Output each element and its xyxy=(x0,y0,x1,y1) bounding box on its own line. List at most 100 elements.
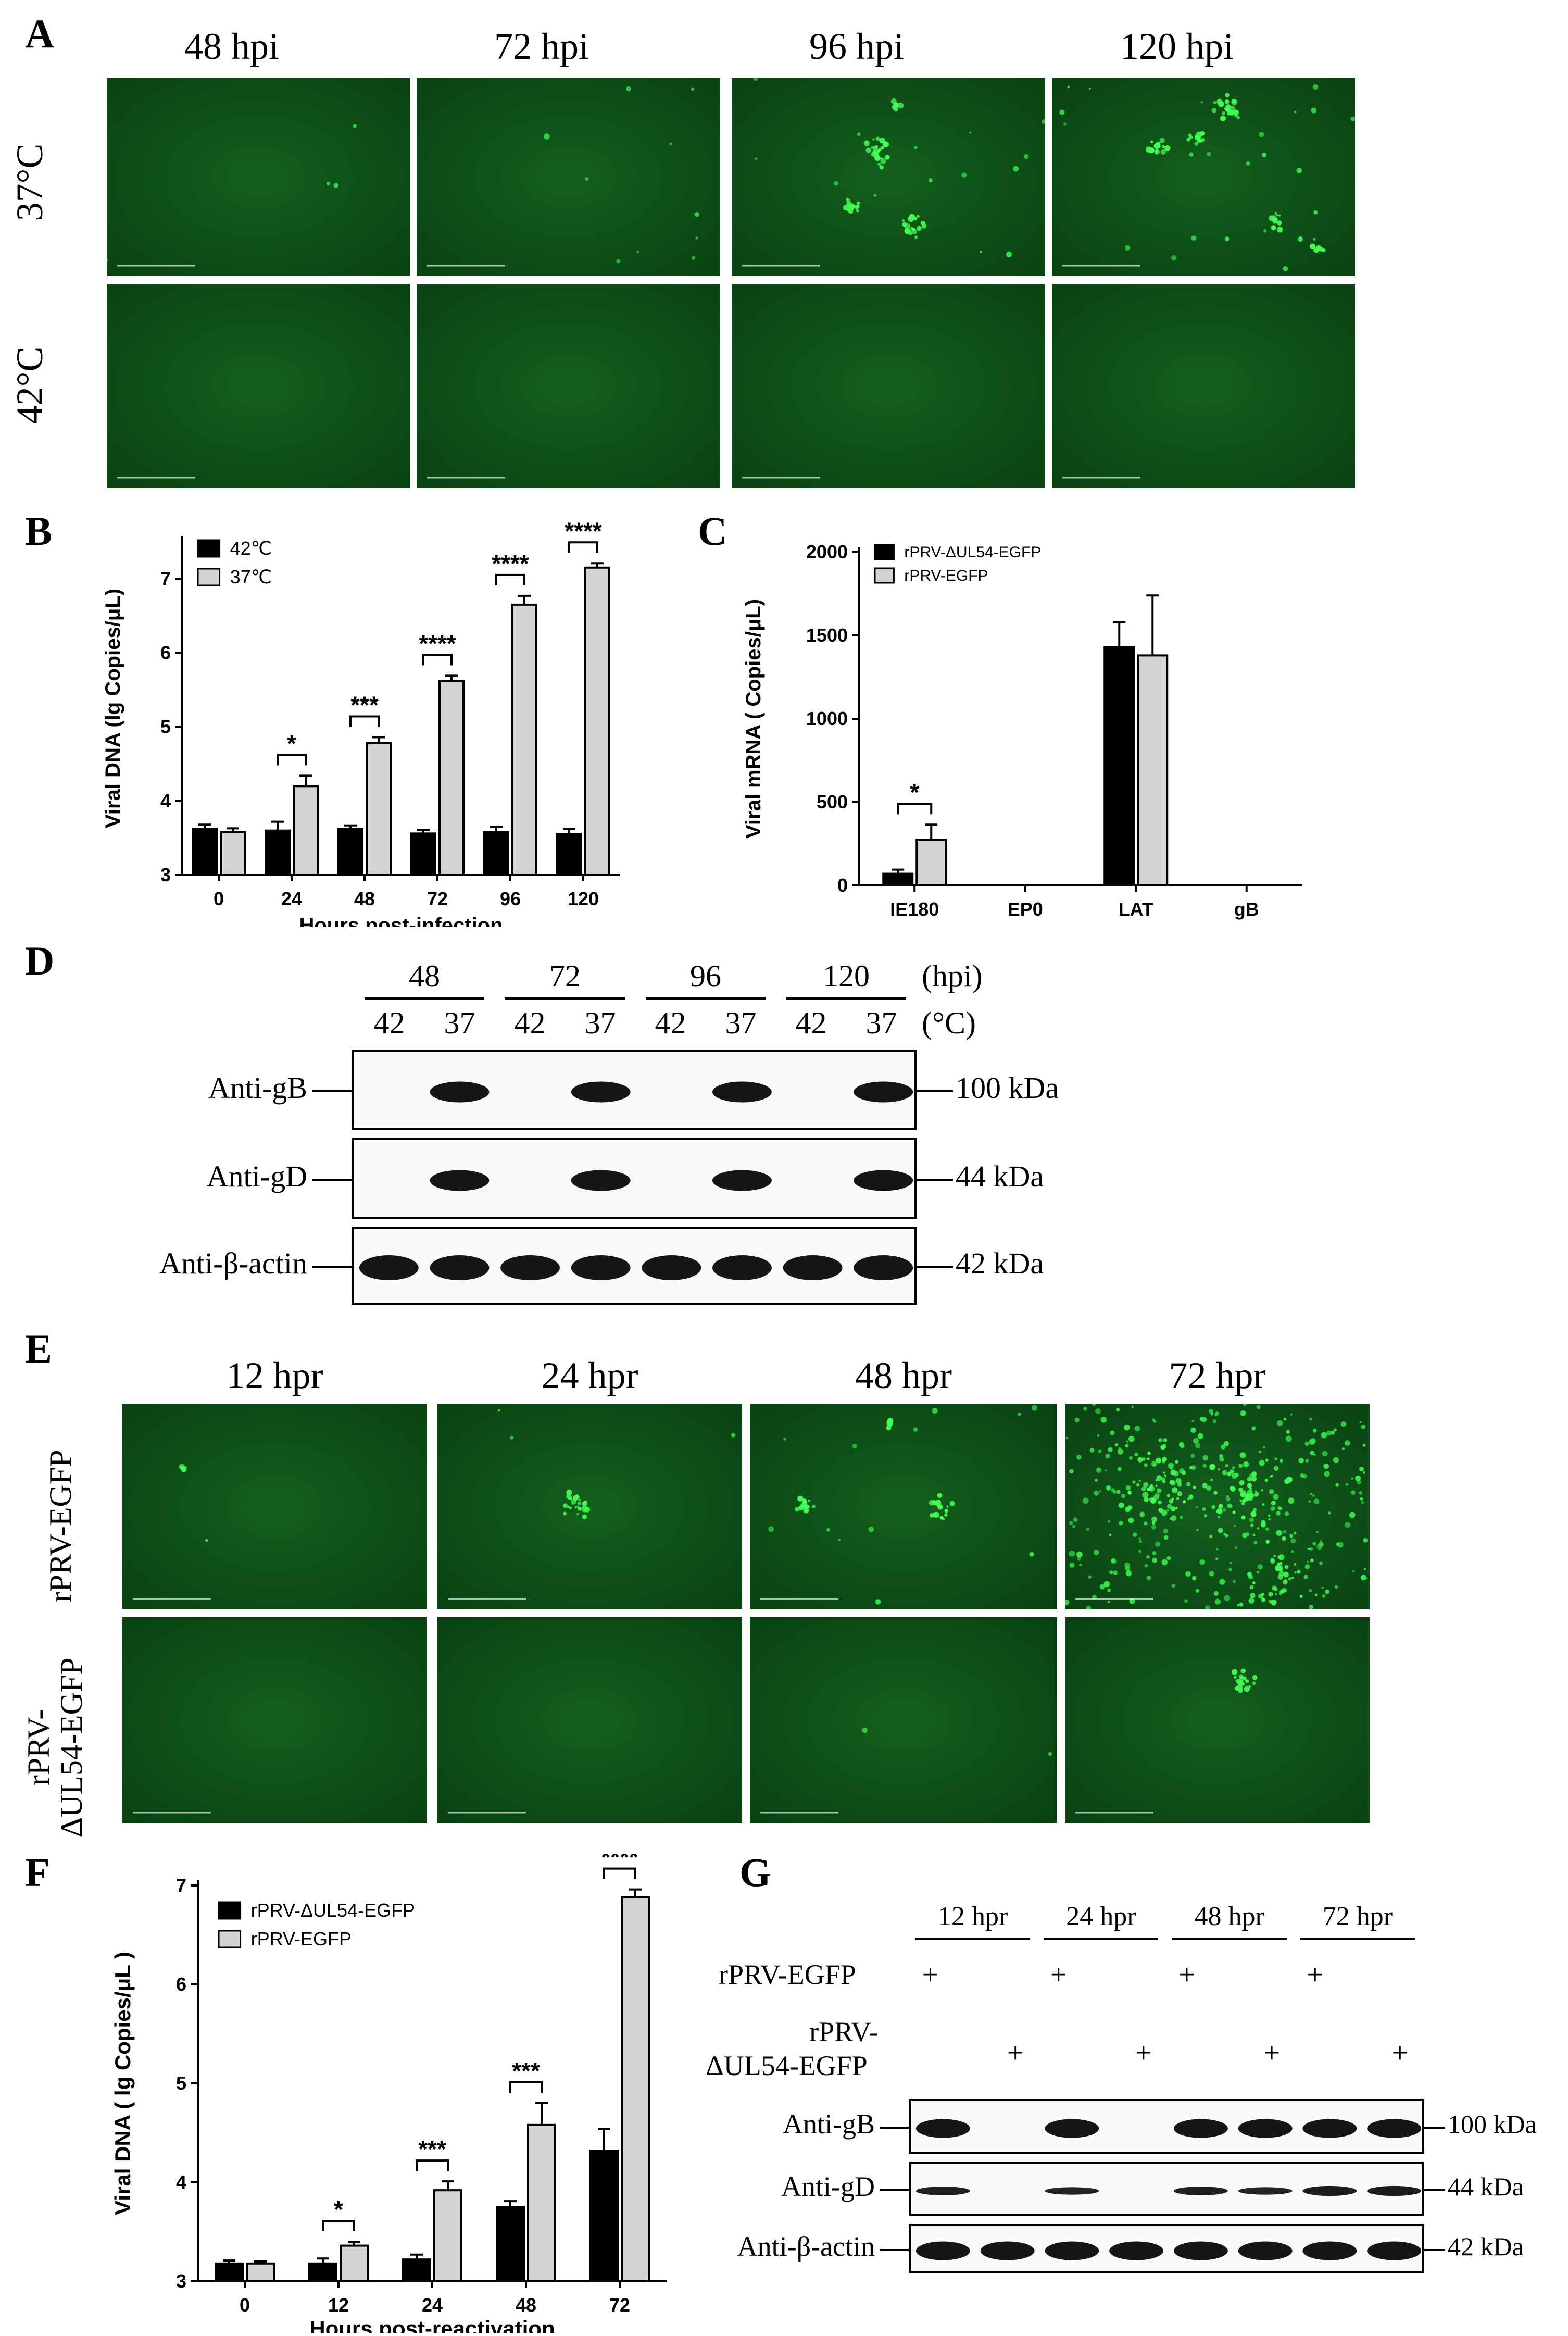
panel-e-image-egfp-3-spot xyxy=(1310,1547,1313,1551)
panel-a-image-37-2-cluster-dot xyxy=(856,201,860,205)
panel-e-row-egfp: rPRV-EGFP xyxy=(43,1450,78,1603)
panel-a-image-37-3-spot xyxy=(1350,116,1355,121)
panel-e-image-egfp-3-spot xyxy=(1185,1571,1191,1577)
panel-e-image-egfp-3-spot xyxy=(1151,1525,1156,1530)
panel-a-image-37-3-spot xyxy=(1200,101,1203,104)
panel-e-image-egfp-3-cluster-dot xyxy=(1241,1502,1245,1505)
panel-e-image-egfp-3-cluster-dot xyxy=(1235,1472,1239,1477)
panel-e-image-egfp-3-spot xyxy=(1125,1570,1132,1577)
panel-a-image-37-3-cluster-dot xyxy=(1151,150,1153,153)
bar-a xyxy=(496,2206,525,2282)
panel-e-image-egfp-3-spot xyxy=(1225,1497,1231,1502)
panel-g-plus-sign: + xyxy=(1135,2037,1152,2069)
panel-d-size-tick xyxy=(917,1266,953,1268)
panel-e-image-egfp-3-spot xyxy=(1128,1517,1134,1523)
panel-e-image-egfp-2-spot xyxy=(875,1599,881,1605)
panel-e-image-egfp-3-spot xyxy=(1100,1416,1107,1423)
panel-a-image-37-2-spot xyxy=(833,181,838,186)
panel-d-antibody-label: Anti-gB xyxy=(208,1070,307,1105)
panel-d-blot-2-svg xyxy=(359,1255,913,1280)
bar-b xyxy=(438,680,465,876)
panel-e-image-egfp-3-spot xyxy=(1213,1591,1219,1596)
panel-e-image-egfp-3-spot xyxy=(1328,1511,1331,1515)
panel-e-image-egfp-3-spot xyxy=(1184,1599,1188,1603)
panel-e-image-egfp-3-spot xyxy=(1249,1593,1256,1598)
panel-e-image-egfp-1-cluster-dot xyxy=(563,1511,567,1516)
panel-e-image-egfp-3-spot xyxy=(1257,1571,1259,1574)
panel-e-image-egfp-3-spot xyxy=(1114,1443,1119,1447)
panel-e-image-egfp-2-cluster-dot xyxy=(886,1425,892,1431)
panel-e-image-egfp-3-cluster-dot xyxy=(1241,1515,1246,1520)
panel-a-image-37-2-cluster-dot xyxy=(880,158,886,165)
panel-e-image-egfp-3-spot xyxy=(1180,1515,1183,1519)
significance-bracket xyxy=(322,2220,355,2231)
panel-e-image-egfp-3-spot xyxy=(1342,1447,1345,1451)
panel-e-image-egfp-3-spot xyxy=(1210,1413,1214,1416)
panel-e-image-egfp-3-spot xyxy=(1314,1593,1318,1596)
panel-e-image-egfp-3-cluster-dot xyxy=(1151,1521,1156,1525)
panel-e-image-egfp-3-spot xyxy=(1257,1527,1260,1530)
panel-g-plus-sign: + xyxy=(1007,2037,1024,2069)
panel-e-image-egfp-3-spot xyxy=(1361,1576,1364,1579)
panel-a-image-37-2 xyxy=(732,78,1045,276)
panel-a-image-37-2-spot xyxy=(969,131,972,134)
panel-a-row-37: 37°C xyxy=(9,143,51,221)
panel-g-blot-0-band xyxy=(1238,2119,1293,2138)
panel-e-image-egfp-3-spot xyxy=(1117,1467,1122,1471)
panel-e-image-egfp-3-spot xyxy=(1163,1528,1169,1534)
panel-g-size-tick xyxy=(1424,2189,1445,2191)
panel-e-image-egfp-3-cluster-dot xyxy=(1166,1504,1172,1509)
panel-e-image-egfp-3-spot xyxy=(1345,1483,1348,1486)
panel-a-image-42-0-svg xyxy=(107,284,410,488)
panel-e-image-ul54-0 xyxy=(122,1617,427,1823)
panel-e-image-egfp-3-spot xyxy=(1134,1426,1140,1431)
panel-a-image-37-1-spot xyxy=(692,256,696,260)
panel-e-image-ul54-3-cluster-dot xyxy=(1243,1676,1247,1680)
panel-g-blot-0 xyxy=(909,2099,1424,2154)
y-tick-label: 1000 xyxy=(806,708,848,729)
panel-a-image-37-2-cluster-dot xyxy=(871,146,874,149)
significance-label: * xyxy=(910,779,919,806)
panel-e-image-egfp-3-cluster-dot xyxy=(1278,1554,1285,1560)
panel-e-image-egfp-3-spot xyxy=(1125,1440,1128,1443)
panel-e-image-egfp-3-spot xyxy=(1072,1525,1076,1528)
panel-a-image-37-3-cluster-dot xyxy=(1271,225,1276,231)
panel-e-image-egfp-3-spot xyxy=(1340,1421,1347,1427)
panel-e-row-ul54-line2: ΔUL54-EGFP xyxy=(54,1657,89,1838)
panel-d-timepoint: 72 xyxy=(549,959,581,993)
panel-e-image-ul54-3-cluster-dot xyxy=(1238,1680,1243,1684)
panel-e-image-egfp-3-cluster-dot xyxy=(1182,1470,1186,1475)
panel-e-image-egfp-3-spot xyxy=(1096,1467,1102,1473)
panel-d-blot-2-band xyxy=(500,1255,560,1280)
panel-e-image-egfp-0-bg xyxy=(122,1404,427,1609)
panel-g-size-label: 42 kDa xyxy=(1448,2231,1524,2261)
y-axis-label: Viral mRNA ( Copies/μL) xyxy=(742,599,765,839)
panel-g-blot-1-band xyxy=(1302,2185,1357,2196)
panel-a-image-37-3-cluster-dot xyxy=(1197,137,1201,141)
panel-d-timepoint: 120 xyxy=(823,959,870,993)
panel-e-image-egfp-3-spot xyxy=(1138,1537,1141,1540)
panel-e-image-egfp-3-spot xyxy=(1277,1420,1283,1426)
panel-a-image-37-2-cluster-dot xyxy=(865,147,871,153)
significance-bracket xyxy=(495,573,525,585)
panel-a-image-37-3-cluster-dot xyxy=(1186,138,1190,142)
panel-g-row2-label-line1: rPRV- xyxy=(809,2016,878,2047)
panel-a-image-37-1-svg xyxy=(417,78,720,276)
panel-e-image-egfp-2-spot xyxy=(826,1528,830,1532)
panel-a-image-42-2-bg xyxy=(732,284,1045,488)
panel-e-image-egfp-1-spot xyxy=(510,1435,514,1440)
panel-a-image-37-2-cluster-dot xyxy=(872,138,875,141)
panel-e-image-egfp-3-cluster-dot xyxy=(1213,1491,1218,1495)
panel-e-image-egfp-2-cluster-dot xyxy=(808,1499,811,1502)
panel-e-image-egfp-3-cluster-dot xyxy=(1151,1516,1158,1522)
panel-g-blot-0-svg xyxy=(915,2119,1422,2138)
significance-label: *** xyxy=(418,2135,446,2163)
panel-a-image-42-3-bg xyxy=(1052,284,1355,488)
panel-e-image-egfp-3-spot xyxy=(1129,1456,1133,1460)
panel-g-blot-2-band xyxy=(1173,2241,1228,2260)
panel-e-image-egfp-3-cluster-dot xyxy=(1241,1453,1245,1456)
panel-e-image-egfp-2-cluster-dot xyxy=(946,1505,949,1508)
panel-e-image-egfp-3-spot xyxy=(1215,1557,1218,1560)
panel-g-antibody-label: Anti-β-actin xyxy=(737,2230,875,2262)
x-tick-label: 48 xyxy=(516,2294,536,2316)
